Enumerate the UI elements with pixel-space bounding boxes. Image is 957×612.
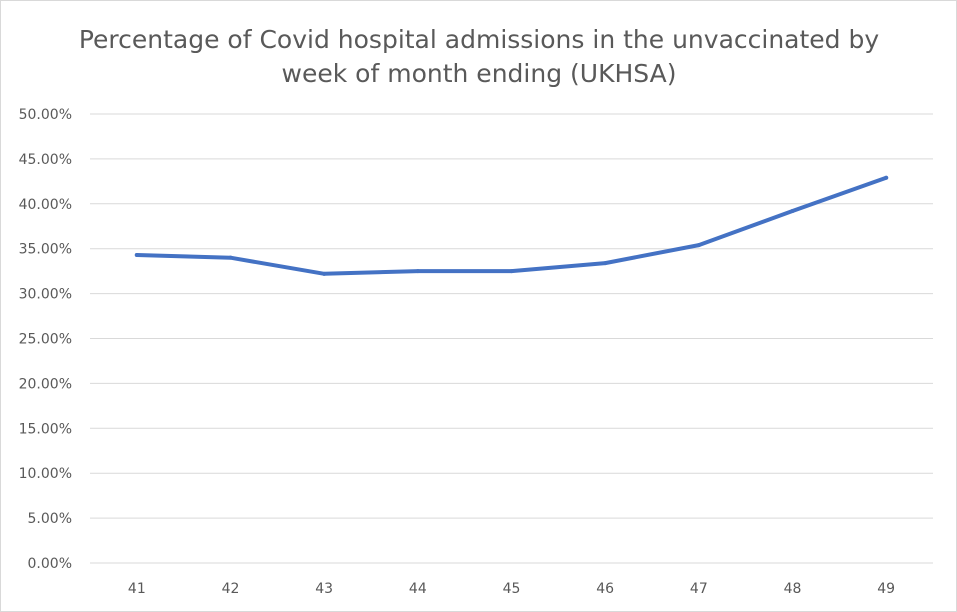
- data-point: [322, 271, 327, 276]
- y-tick-label: 40.00%: [19, 197, 72, 213]
- series-layer: [134, 175, 889, 276]
- y-tick-label: 25.00%: [19, 332, 72, 348]
- y-tick-label: 0.00%: [28, 556, 72, 572]
- x-tick-label: 46: [596, 581, 614, 597]
- x-tick-label: 41: [128, 581, 146, 597]
- y-tick-label: 10.00%: [19, 466, 72, 482]
- x-tick-label: 48: [784, 581, 802, 597]
- x-tick-label: 47: [690, 581, 708, 597]
- y-tick-label: 15.00%: [19, 421, 72, 437]
- y-tick-label: 5.00%: [28, 511, 72, 527]
- data-point: [884, 175, 889, 180]
- x-tick-label: 43: [315, 581, 333, 597]
- chart-title-line-2: week of month ending (UKHSA): [282, 59, 677, 88]
- y-tick-label: 30.00%: [19, 287, 72, 303]
- data-point: [134, 252, 139, 257]
- y-tick-label: 50.00%: [19, 107, 72, 123]
- y-axis-ticks: 0.00% 5.00% 10.00% 15.00% 20.00% 25.00% 30.00%…: [19, 107, 72, 572]
- data-point: [228, 255, 233, 260]
- x-tick-label: 49: [877, 581, 895, 597]
- chart-title-line-1: Percentage of Covid hospital admissions …: [79, 25, 880, 54]
- x-tick-label: 42: [222, 581, 240, 597]
- data-point: [509, 269, 514, 274]
- gridlines: [90, 113, 933, 564]
- data-point: [415, 269, 420, 274]
- data-point: [790, 208, 795, 213]
- y-tick-label: 35.00%: [19, 242, 72, 258]
- x-axis-ticks: 41 42 43 44 45 46 47 48 49: [128, 581, 895, 597]
- x-tick-label: 45: [503, 581, 521, 597]
- series-line: [134, 175, 889, 276]
- y-tick-label: 45.00%: [19, 152, 72, 168]
- data-point: [603, 261, 608, 266]
- y-tick-label: 20.00%: [19, 376, 72, 392]
- x-tick-label: 44: [409, 581, 427, 597]
- data-point: [696, 243, 701, 248]
